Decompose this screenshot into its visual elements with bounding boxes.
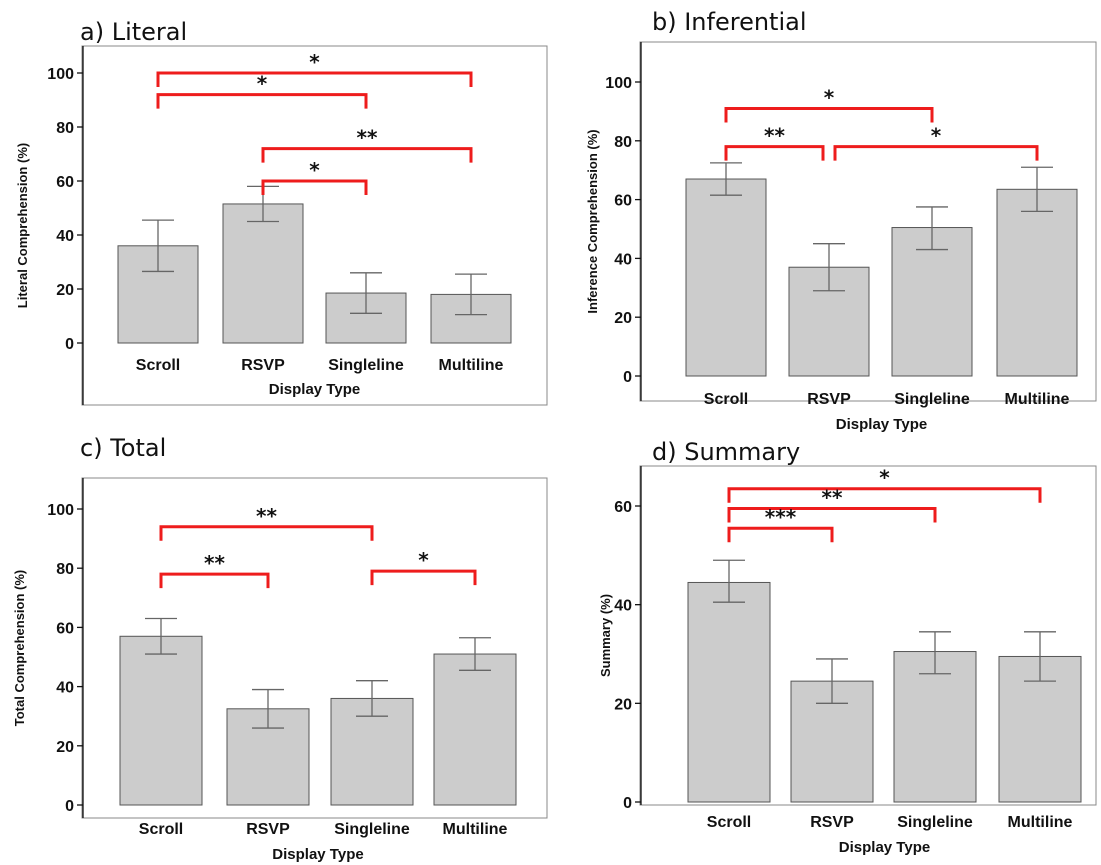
significance-bracket xyxy=(724,106,934,123)
significance-label: * xyxy=(824,85,835,109)
y-tick-label: 0 xyxy=(623,369,632,386)
significance-label: * xyxy=(418,548,429,572)
x-axis-label: Display Type xyxy=(272,846,363,863)
category-label: RSVP xyxy=(246,821,290,838)
significance-bracket xyxy=(159,572,270,589)
category-label: RSVP xyxy=(807,391,851,408)
bar-multiline xyxy=(996,188,1078,377)
significance-bracket xyxy=(370,569,477,586)
significance-bracket xyxy=(724,145,825,161)
category-label: Singleline xyxy=(334,821,410,838)
bar-scroll xyxy=(119,635,203,806)
y-tick-label: 100 xyxy=(605,75,632,92)
category-label: Singleline xyxy=(328,357,404,374)
significance-label: ** xyxy=(204,551,225,575)
category-label: Scroll xyxy=(704,391,748,408)
significance-bracket xyxy=(156,93,368,109)
category-label: Multiline xyxy=(1008,814,1073,831)
significance-label: * xyxy=(257,72,268,96)
significance-bracket xyxy=(727,506,937,523)
bar-singleline xyxy=(891,227,973,377)
plot-frame xyxy=(81,477,548,819)
significance-bracket xyxy=(261,147,473,163)
significance-label: * xyxy=(309,50,320,74)
y-tick-label: 20 xyxy=(56,739,74,756)
bar-singleline xyxy=(893,651,977,803)
y-tick-label: 60 xyxy=(56,174,74,191)
significance-label: ** xyxy=(256,504,277,528)
y-tick-label: 20 xyxy=(614,310,632,327)
panel-title: b) Inferential xyxy=(652,8,807,36)
significance-label: * xyxy=(879,466,890,490)
bar-multiline xyxy=(430,293,512,344)
y-axis-label: Literal Comprehension (%) xyxy=(15,143,30,308)
significance-bracket xyxy=(159,525,374,541)
category-label: Scroll xyxy=(139,821,183,838)
significance-bracket xyxy=(833,145,1039,161)
y-tick-label: 80 xyxy=(56,120,74,137)
plot-frame xyxy=(639,465,1097,806)
bar-rsvp xyxy=(222,203,304,344)
bar-scroll xyxy=(685,178,767,377)
y-tick-label: 0 xyxy=(623,795,632,812)
x-axis-label: Display Type xyxy=(836,416,927,433)
panel-title: c) Total xyxy=(80,434,166,462)
bar-scroll xyxy=(687,581,771,803)
category-label: Multiline xyxy=(443,821,508,838)
category-label: Singleline xyxy=(894,391,970,408)
significance-label: * xyxy=(931,124,942,148)
significance-label: * xyxy=(309,158,320,182)
y-tick-label: 100 xyxy=(47,66,74,83)
y-axis-label: Summary (%) xyxy=(598,594,613,677)
plot-frame xyxy=(639,41,1097,402)
significance-bracket xyxy=(727,526,834,543)
plot-frame xyxy=(81,45,548,406)
category-label: Singleline xyxy=(897,814,973,831)
y-tick-label: 20 xyxy=(614,696,632,713)
y-axis-label: Total Comprehension (%) xyxy=(12,570,27,726)
category-label: Multiline xyxy=(439,357,504,374)
significance-label: ** xyxy=(764,124,785,148)
y-tick-label: 100 xyxy=(47,502,74,519)
significance-bracket xyxy=(727,487,1042,503)
bar-singleline xyxy=(325,292,407,344)
y-tick-label: 80 xyxy=(56,561,74,578)
y-tick-label: 40 xyxy=(614,251,632,268)
bar-multiline xyxy=(433,653,517,806)
y-axis-label: Inference Comprehension (%) xyxy=(585,129,600,313)
significance-label: ** xyxy=(357,126,378,150)
significance-label: ** xyxy=(822,485,843,509)
y-tick-label: 0 xyxy=(65,798,74,815)
category-label: Multiline xyxy=(1005,391,1070,408)
panel-title: d) Summary xyxy=(652,438,800,466)
significance-label: *** xyxy=(765,505,797,529)
significance-bracket xyxy=(261,179,368,195)
x-axis-label: Display Type xyxy=(269,381,360,398)
category-label: RSVP xyxy=(241,357,285,374)
category-label: Scroll xyxy=(136,357,180,374)
y-tick-label: 60 xyxy=(56,620,74,637)
y-tick-label: 60 xyxy=(614,193,632,210)
y-tick-label: 40 xyxy=(56,228,74,245)
y-tick-label: 20 xyxy=(56,282,74,299)
category-label: RSVP xyxy=(810,814,854,831)
category-label: Scroll xyxy=(707,814,751,831)
significance-bracket xyxy=(156,71,473,87)
y-tick-label: 40 xyxy=(614,598,632,615)
y-tick-label: 80 xyxy=(614,134,632,151)
y-tick-label: 40 xyxy=(56,680,74,697)
panel-title: a) Literal xyxy=(80,18,187,46)
x-axis-label: Display Type xyxy=(839,839,930,856)
y-tick-label: 60 xyxy=(614,499,632,516)
y-tick-label: 0 xyxy=(65,336,74,353)
